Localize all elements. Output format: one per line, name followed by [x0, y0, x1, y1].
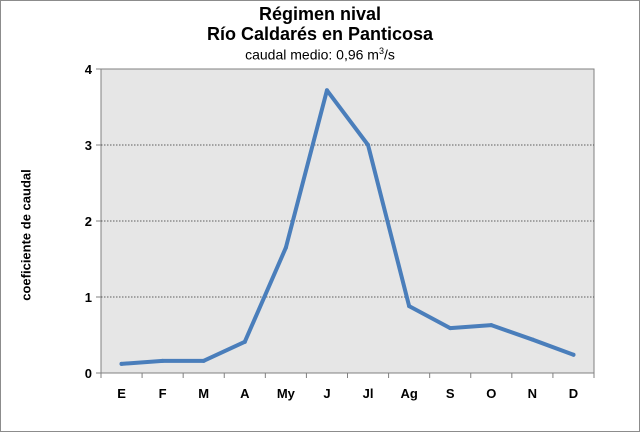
- y-tick-label: 4: [85, 62, 93, 77]
- x-tick-label: M: [198, 386, 209, 401]
- data-point: [530, 337, 535, 342]
- chart-caption: caudal medio: 0,96 m3/s: [0, 46, 640, 63]
- x-tick-label: N: [528, 386, 537, 401]
- data-point: [448, 326, 453, 331]
- x-tick-label: F: [159, 386, 167, 401]
- x-tick-label: Ag: [400, 386, 417, 401]
- data-point: [160, 358, 165, 363]
- data-point: [571, 352, 576, 357]
- x-tick-label: D: [569, 386, 578, 401]
- y-tick-label: 2: [85, 214, 92, 229]
- caption-superscript: 3: [378, 46, 384, 56]
- y-tick-label: 3: [85, 138, 92, 153]
- x-tick-label: Jl: [363, 386, 374, 401]
- caption-prefix: caudal medio: 0,96 m: [245, 46, 379, 63]
- data-point: [366, 143, 371, 147]
- data-point: [489, 323, 494, 328]
- data-point: [324, 88, 329, 93]
- data-point: [407, 304, 412, 309]
- chart-subtitle: Río Caldarés en Panticosa: [206, 24, 434, 44]
- data-point: [201, 358, 206, 363]
- caption-suffix: /s: [383, 46, 395, 63]
- x-tick-label: E: [117, 386, 126, 401]
- data-point: [283, 245, 288, 250]
- x-tick-label: My: [277, 386, 296, 401]
- x-tick-label: S: [446, 386, 455, 401]
- data-point: [119, 361, 124, 366]
- y-tick-label: 1: [85, 290, 92, 305]
- series-line: [119, 88, 576, 366]
- data-point: [242, 339, 247, 344]
- x-tick-label: A: [240, 386, 250, 401]
- x-tick-label: O: [486, 386, 496, 401]
- chart-title: Régimen nival: [258, 4, 382, 24]
- x-tick-label: J: [323, 386, 330, 401]
- y-tick-label: 0: [85, 366, 92, 381]
